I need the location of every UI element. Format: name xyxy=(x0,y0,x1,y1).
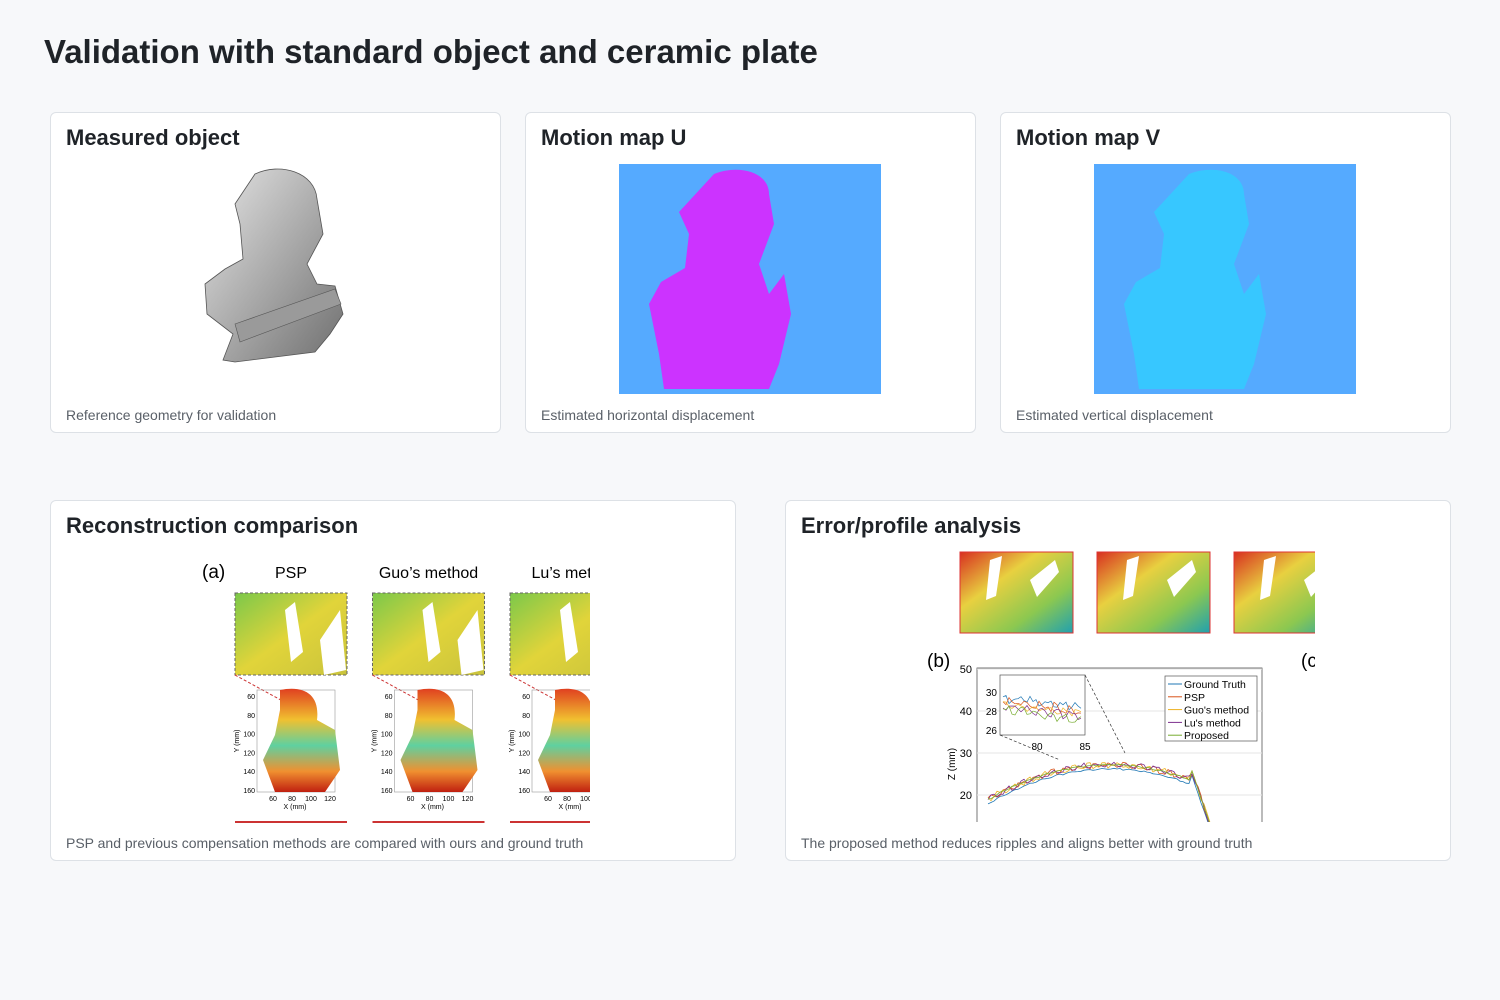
y-tick-label: 140 xyxy=(381,769,393,776)
x-tick-label: 80 xyxy=(563,796,571,803)
inset-y-tick-label: 26 xyxy=(986,726,998,737)
axis-title: Y (mm) xyxy=(509,730,516,753)
inset-line xyxy=(1002,704,1082,720)
legend-box xyxy=(1164,675,1258,742)
card-title: Motion map U xyxy=(541,125,687,150)
axis-title: X (mm) xyxy=(559,804,582,811)
x-tick-label: 80 xyxy=(426,796,434,803)
legend-label: Proposed xyxy=(1184,730,1229,742)
y-tick-label: 140 xyxy=(243,769,255,776)
y-tick-label: 60 xyxy=(385,694,393,701)
axis-title: Y (mm) xyxy=(234,730,241,753)
hole xyxy=(422,602,484,675)
panel-label: (c xyxy=(1301,651,1315,672)
axis-title: X (mm) xyxy=(421,804,444,811)
inset-y-tick-label: 28 xyxy=(986,707,998,718)
bust-recon xyxy=(538,688,590,792)
card-caption: The proposed method reduces ripples and … xyxy=(801,835,1253,851)
card-title: Measured object xyxy=(66,125,240,150)
y-tick-label: 50 xyxy=(960,664,972,676)
inset-x-tick-label: 85 xyxy=(1079,742,1091,753)
y-tick-label: 160 xyxy=(381,788,393,795)
bust-recon xyxy=(400,688,478,792)
y-tick-label: 40 xyxy=(960,706,972,718)
x-tick-label: 120 xyxy=(462,796,474,803)
card-caption: Reference geometry for validation xyxy=(66,407,277,423)
y-tick-label: 80 xyxy=(247,713,255,720)
x-tick-label: 100 xyxy=(305,796,317,803)
legend-label: Guo's method xyxy=(1184,705,1249,717)
x-tick-label: 60 xyxy=(544,796,552,803)
hole xyxy=(1260,556,1315,600)
y-tick-label: 120 xyxy=(243,750,255,757)
inset-frame xyxy=(999,674,1086,736)
x-tick-label: 100 xyxy=(443,796,455,803)
column-label: PSP xyxy=(275,565,307,582)
inset-line xyxy=(1002,695,1082,711)
legend-label: Ground Truth xyxy=(1184,679,1246,691)
hole xyxy=(560,602,578,662)
y-tick-label: 100 xyxy=(243,732,255,739)
bust-recon xyxy=(263,688,340,792)
profile-line xyxy=(987,767,1209,822)
column-label: Guo’s method xyxy=(379,565,478,582)
legend-label: PSP xyxy=(1184,692,1205,704)
profile-line xyxy=(987,761,1209,822)
x-tick-label: 80 xyxy=(288,796,296,803)
x-tick-label: 60 xyxy=(269,796,277,803)
y-tick-label: 100 xyxy=(518,732,530,739)
y-tick-label: 60 xyxy=(522,694,530,701)
x-tick-label: 120 xyxy=(324,796,336,803)
card-caption: PSP and previous compensation methods ar… xyxy=(66,835,584,851)
card-title: Motion map V xyxy=(1016,125,1161,150)
column-label: Lu’s meth xyxy=(531,565,590,582)
motion-map-v xyxy=(1094,164,1356,394)
motion-map-u xyxy=(619,164,881,394)
card-caption: Estimated vertical displacement xyxy=(1016,407,1213,423)
profile-line xyxy=(987,762,1211,822)
zoom-line xyxy=(999,674,1126,761)
y-tick-label: 80 xyxy=(385,713,393,720)
error-image xyxy=(1233,551,1315,634)
inset-line xyxy=(1002,705,1082,723)
inset-x-tick-label: 80 xyxy=(1031,742,1043,753)
bust-image xyxy=(204,168,344,363)
y-tick-label: 30 xyxy=(960,748,972,760)
y-tick-label: 20 xyxy=(960,790,972,802)
y-tick-label: 60 xyxy=(247,694,255,701)
y-tick-label: 120 xyxy=(381,750,393,757)
inset-line xyxy=(1002,701,1082,717)
x-tick-label: 60 xyxy=(407,796,415,803)
legend-label: Lu's method xyxy=(1184,717,1241,729)
hole xyxy=(986,556,1059,600)
profile-line xyxy=(987,761,1209,822)
y-tick-label: 160 xyxy=(518,788,530,795)
axis-title: X (mm) xyxy=(284,804,307,811)
card: Reconstruction comparison PSP and previo… xyxy=(50,500,736,861)
card-title: Reconstruction comparison xyxy=(66,513,359,538)
card-caption: Estimated horizontal displacement xyxy=(541,407,755,423)
inset-line xyxy=(1002,696,1082,715)
y-tick-label: 120 xyxy=(518,750,530,757)
x-tick-label: 100 xyxy=(580,796,590,803)
panel-label: (a) xyxy=(202,562,225,583)
page-title: Validation with standard object and cera… xyxy=(44,33,818,70)
hole xyxy=(1123,556,1196,600)
y-tick-label: 140 xyxy=(518,769,530,776)
y-tick-label: 160 xyxy=(243,788,255,795)
y-tick-label: 80 xyxy=(522,713,530,720)
hole xyxy=(285,602,346,675)
card-title: Error/profile analysis xyxy=(801,513,1022,538)
axis-title: Y (mm) xyxy=(372,730,379,753)
surface-image xyxy=(509,592,590,676)
axis-title: Z (mm) xyxy=(947,748,958,780)
y-tick-label: 100 xyxy=(381,732,393,739)
profile-line xyxy=(987,764,1210,822)
panel-label: (b) xyxy=(927,651,950,672)
inset-y-tick-label: 30 xyxy=(986,688,998,699)
error-figure: (b) (c 20 30 40 50 Z (mm) 26 28 30 80 85 Ground Trut… xyxy=(927,551,1315,822)
